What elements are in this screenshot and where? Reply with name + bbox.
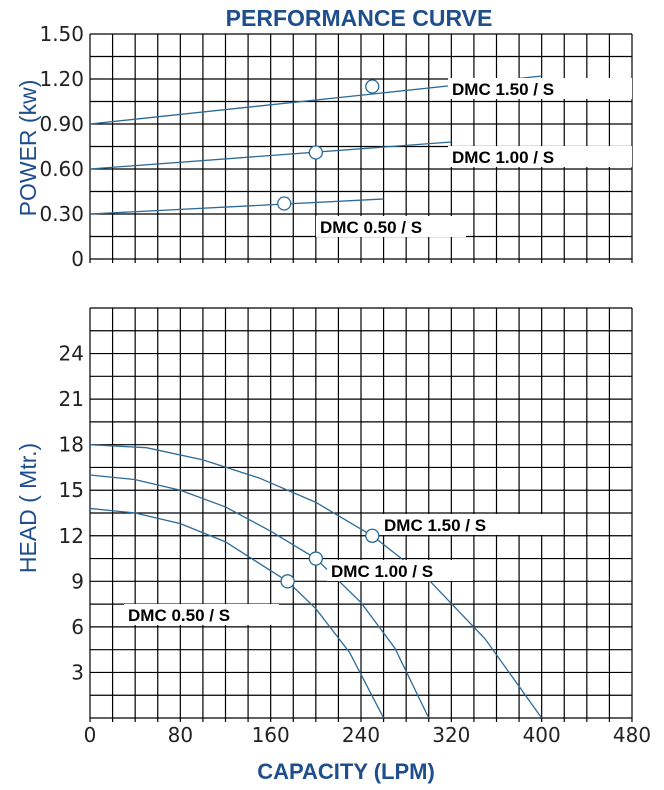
bep-marker xyxy=(365,79,380,94)
tick-label: 1.20 xyxy=(39,67,84,91)
tick-label: 3 xyxy=(71,660,84,684)
head-curve-line xyxy=(89,444,543,719)
tick-label: 15 xyxy=(59,478,84,502)
power-axis-title: POWER (kw) xyxy=(15,80,41,217)
tick-label: 80 xyxy=(168,723,193,747)
tick-label: 480 xyxy=(613,723,651,747)
legend-box xyxy=(124,604,279,625)
series-label: DMC 1.00 / S xyxy=(331,562,433,581)
bep-marker xyxy=(280,574,295,589)
tick-label: 1.50 xyxy=(39,22,84,46)
head-curve-line xyxy=(89,507,385,719)
tick-label: 0 xyxy=(84,723,97,747)
series-label: DMC 0.50 / S xyxy=(320,218,422,237)
tick-label: 320 xyxy=(432,723,470,747)
series-label: DMC 1.50 / S xyxy=(384,516,486,535)
chart-title: PERFORMANCE CURVE xyxy=(226,5,493,31)
power-curve-line xyxy=(89,198,384,215)
x-axis-title: CAPACITY (LPM) xyxy=(257,759,435,784)
tick-label: 18 xyxy=(59,433,84,457)
legend-box xyxy=(448,146,632,167)
tick-label: 24 xyxy=(59,342,84,366)
tick-label: 6 xyxy=(71,615,84,639)
tick-label: 240 xyxy=(342,723,380,747)
head-curve-line xyxy=(89,474,430,719)
bep-marker xyxy=(308,551,323,566)
tick-label: 0 xyxy=(71,247,84,271)
legend-box xyxy=(380,514,550,535)
series-label: DMC 1.50 / S xyxy=(452,80,554,99)
tick-label: 9 xyxy=(71,569,84,593)
legend-box xyxy=(448,78,632,99)
bep-marker xyxy=(277,196,292,211)
series-label: DMC 0.50 / S xyxy=(128,606,230,625)
series-label: DMC 1.00 / S xyxy=(452,148,554,167)
tick-label: 12 xyxy=(59,524,84,548)
legend-box xyxy=(316,216,466,237)
tick-label: 0.60 xyxy=(39,157,84,181)
tick-label: 0.90 xyxy=(39,112,84,136)
power-curve-line xyxy=(89,141,452,170)
legend-box xyxy=(327,560,473,581)
tick-label: 400 xyxy=(523,723,561,747)
head-axis-title: HEAD ( Mtr.) xyxy=(15,443,41,573)
bep-marker xyxy=(365,528,380,543)
power-chart-panel: 0 0.30 0.60 0.90 1.20 1.50 DMC 1.50 / S DMC 1.0… xyxy=(39,22,633,271)
tick-label: 160 xyxy=(252,723,290,747)
bep-marker xyxy=(308,145,323,160)
tick-label: 0.30 xyxy=(39,202,84,226)
tick-label: 21 xyxy=(59,387,84,411)
